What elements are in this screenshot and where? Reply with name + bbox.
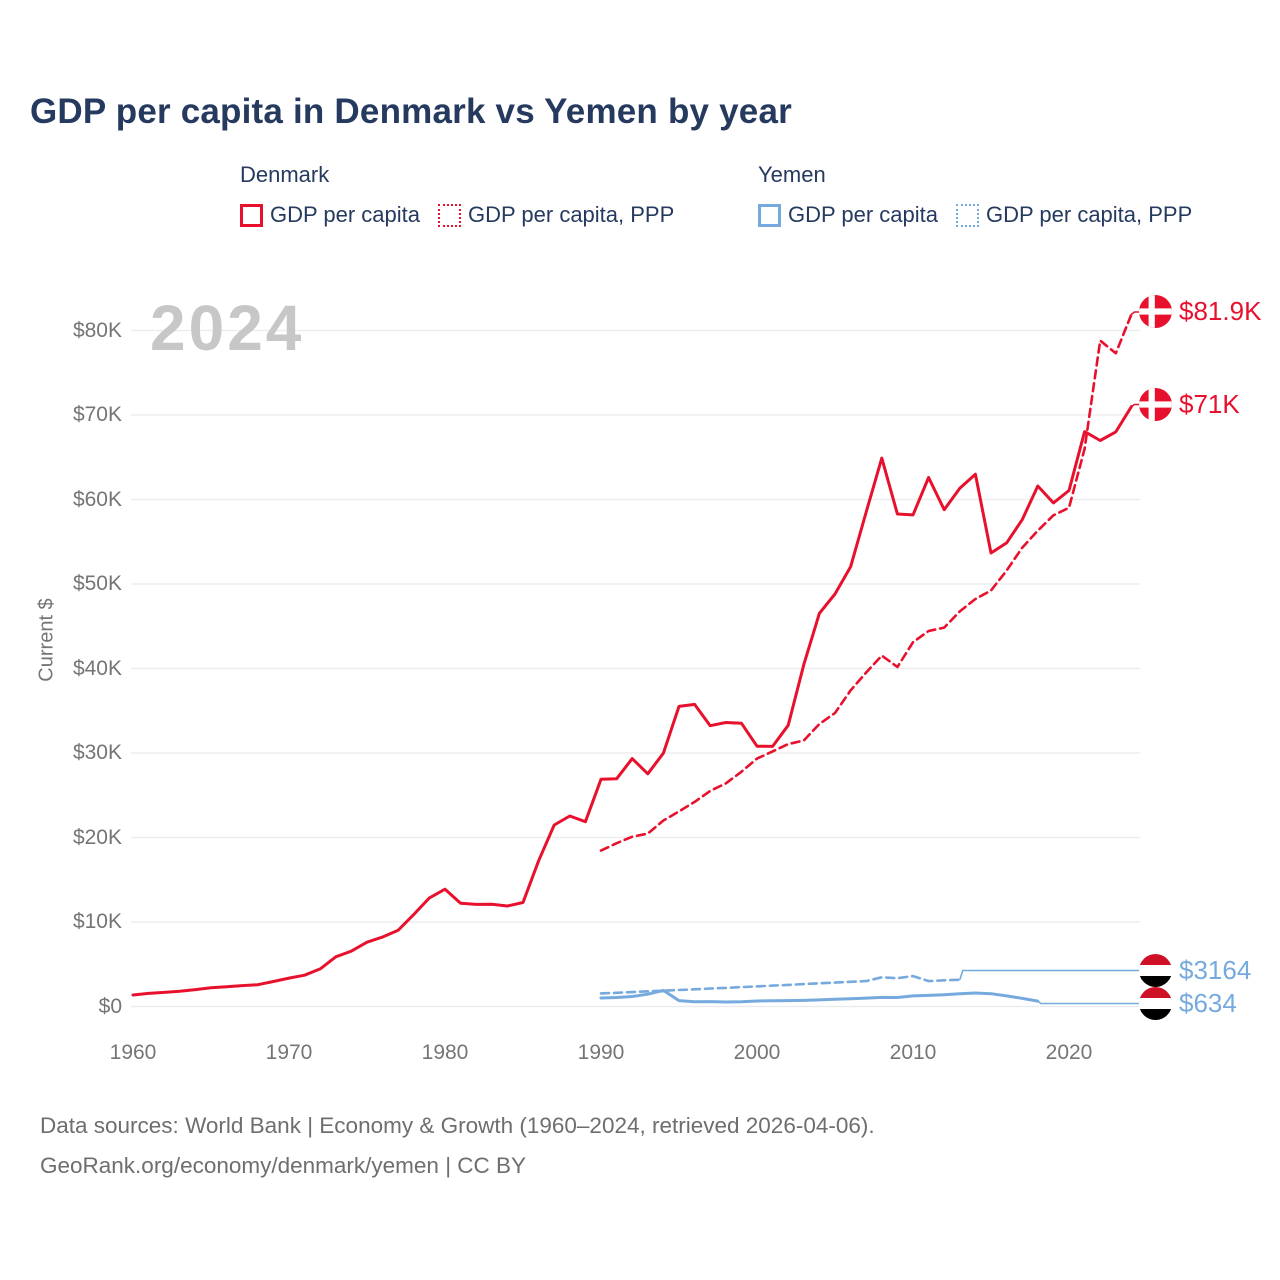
legend-item-label: GDP per capita, PPP xyxy=(986,202,1193,227)
denmark-gdp-solid-swatch-icon xyxy=(240,203,263,227)
attribution-line: GeoRank.org/economy/denmark/yemen | CC B… xyxy=(40,1153,527,1178)
y-tick-label: $40K xyxy=(72,656,122,680)
end-label-denmark: $71K xyxy=(1139,388,1240,421)
end-value-yemen-ppp: $3164 xyxy=(1179,955,1252,985)
yemen-gdp-solid-swatch-icon xyxy=(758,203,781,227)
y-tick-label: $10K xyxy=(72,910,122,933)
legend-group-title-denmark: Denmark xyxy=(240,162,330,187)
legend-group-yemen: Yemen GDP per capita GDP per capita, PPP xyxy=(758,162,1192,228)
x-tick-label: 2020 xyxy=(1045,1041,1093,1064)
y-tick-label: $50K xyxy=(72,572,122,595)
end-label-denmark-ppp: $81.9K xyxy=(1139,295,1261,328)
denmark-gdp-ppp-dotted-swatch-icon xyxy=(438,203,462,227)
end-value-yemen: $634 xyxy=(1179,988,1237,1018)
series-line-1 xyxy=(131,405,1133,997)
leader-line xyxy=(959,969,1139,981)
legend-item-denmark-gdp-ppp[interactable]: GDP per capita, PPP xyxy=(438,202,674,228)
legend-group-title-yemen: Yemen xyxy=(758,162,826,187)
leader-line xyxy=(1130,311,1139,316)
end-value-denmark: $71K xyxy=(1179,389,1240,419)
series-line-3 xyxy=(599,988,1040,1004)
y-tick-label: $70K xyxy=(72,403,122,426)
end-label-yemen-ppp: $3164 xyxy=(1139,954,1251,987)
yemen-flag-icon xyxy=(1139,954,1172,987)
y-tick-label: $60K xyxy=(72,487,122,511)
footer: Data sources: World Bank | Economy & Gro… xyxy=(40,1106,875,1186)
yemen-gdp-ppp-dotted-swatch-icon xyxy=(956,203,980,227)
legend-item-label: GDP per capita, PPP xyxy=(468,202,675,227)
x-tick-label: 2010 xyxy=(889,1041,937,1064)
legend-item-yemen-gdp-ppp[interactable]: GDP per capita, PPP xyxy=(956,202,1192,228)
yemen-flag-icon xyxy=(1139,987,1172,1020)
year-watermark: 2024 xyxy=(150,292,305,364)
x-tick-label: 1960 xyxy=(109,1041,157,1064)
y-tick-label: $30K xyxy=(72,741,122,764)
x-tick-label: 1970 xyxy=(265,1041,313,1064)
denmark-flag-icon xyxy=(1139,295,1172,328)
page-title: GDP per capita in Denmark vs Yemen by ye… xyxy=(30,92,792,131)
legend-item-denmark-gdp[interactable]: GDP per capita xyxy=(240,202,420,228)
legend-item-label: GDP per capita xyxy=(788,202,939,227)
legend-group-denmark: Denmark GDP per capita GDP per capita, P… xyxy=(240,162,674,228)
end-label-yemen: $634 xyxy=(1139,987,1237,1020)
denmark-flag-icon xyxy=(1139,388,1172,421)
legend-item-label: GDP per capita xyxy=(270,202,421,227)
leader-line xyxy=(1037,1000,1139,1005)
y-tick-label: $80K xyxy=(72,318,122,342)
x-tick-label: 2000 xyxy=(733,1041,781,1064)
end-value-denmark-ppp: $81.9K xyxy=(1179,296,1262,326)
legend-item-yemen-gdp[interactable]: GDP per capita xyxy=(758,202,938,228)
x-tick-label: 1980 xyxy=(421,1041,469,1064)
leader-line xyxy=(1130,403,1139,408)
x-tick-label: 1990 xyxy=(577,1041,625,1064)
series-line-4 xyxy=(599,974,962,995)
legend-items-denmark: GDP per capita GDP per capita, PPP xyxy=(240,202,674,228)
data-sources-line: Data sources: World Bank | Economy & Gro… xyxy=(40,1113,875,1138)
y-tick-label: $0 xyxy=(98,994,122,1018)
legend-items-yemen: GDP per capita GDP per capita, PPP xyxy=(758,202,1192,228)
series-line-2 xyxy=(599,313,1133,852)
y-tick-label: $20K xyxy=(72,825,122,849)
